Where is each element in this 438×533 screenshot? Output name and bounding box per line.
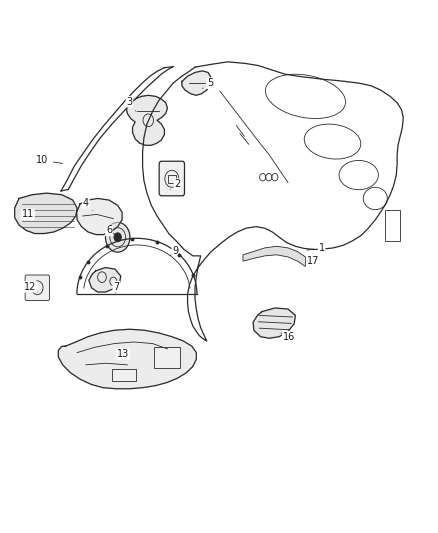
Bar [153,348,180,368]
Polygon shape [182,71,211,95]
Polygon shape [77,198,122,235]
Bar [112,369,136,381]
Text: 4: 4 [83,198,92,211]
Text: 1: 1 [307,243,325,253]
Text: 10: 10 [36,155,63,165]
Bar [168,174,176,183]
Circle shape [114,233,121,241]
Bar [385,210,400,241]
Polygon shape [58,329,196,389]
Text: 5: 5 [202,78,213,88]
Text: 3: 3 [127,96,136,111]
Polygon shape [127,95,167,146]
Text: 2: 2 [170,179,180,189]
Text: 9: 9 [170,246,178,256]
Circle shape [106,222,130,252]
Text: 6: 6 [106,225,115,236]
Polygon shape [14,193,77,233]
Text: 11: 11 [21,209,34,220]
Polygon shape [243,246,305,266]
FancyBboxPatch shape [159,161,184,196]
Text: 12: 12 [24,282,38,292]
Polygon shape [89,268,121,292]
Text: 16: 16 [281,332,295,342]
Text: 13: 13 [117,349,129,360]
Polygon shape [253,308,295,338]
Text: 17: 17 [306,256,319,266]
Text: 7: 7 [113,282,120,293]
FancyBboxPatch shape [25,275,49,301]
